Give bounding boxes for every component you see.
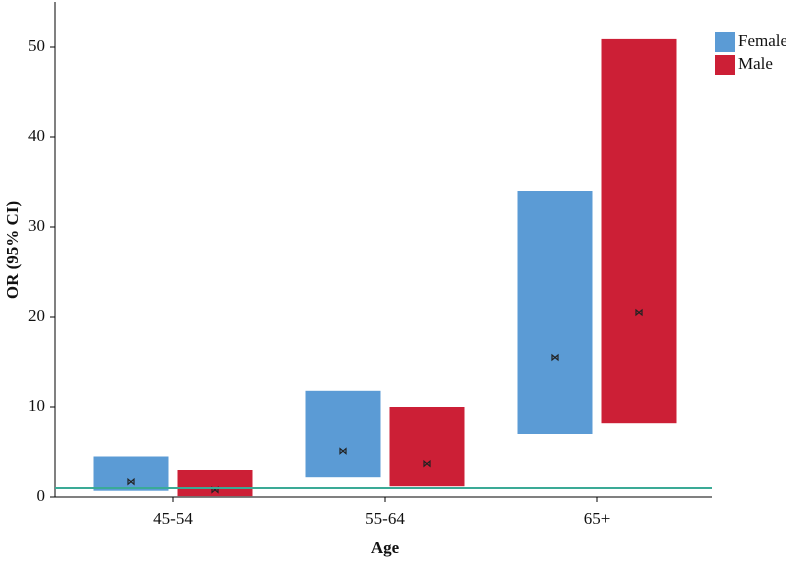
x-axis-title: Age	[371, 538, 400, 557]
estimate-marker	[423, 459, 431, 468]
legend-swatch	[715, 55, 735, 75]
y-tick-label: 20	[28, 306, 45, 325]
legend-label: Female	[738, 31, 786, 50]
y-tick-label: 0	[37, 486, 46, 505]
legend-label: Male	[738, 54, 773, 73]
ci-bar	[389, 407, 465, 487]
estimate-marker	[339, 447, 347, 455]
y-tick-label: 10	[28, 396, 45, 415]
estimate-marker	[551, 353, 559, 362]
ci-bar	[177, 470, 253, 497]
x-tick-label: 55-64	[365, 509, 405, 528]
x-tick-label: 45-54	[153, 509, 193, 528]
estimate-marker	[127, 477, 135, 486]
y-axis-title: OR (95% CI)	[3, 201, 22, 299]
y-tick-label: 30	[28, 216, 45, 235]
legend-swatch	[715, 32, 735, 52]
ci-bar	[517, 191, 593, 434]
ci-bar	[601, 38, 677, 424]
y-tick-label: 40	[28, 126, 45, 145]
ci-bar	[93, 456, 169, 491]
x-tick-label: 65+	[584, 509, 611, 528]
y-tick-label: 50	[28, 36, 45, 55]
ci-bar	[305, 390, 381, 478]
estimate-marker	[635, 308, 643, 317]
